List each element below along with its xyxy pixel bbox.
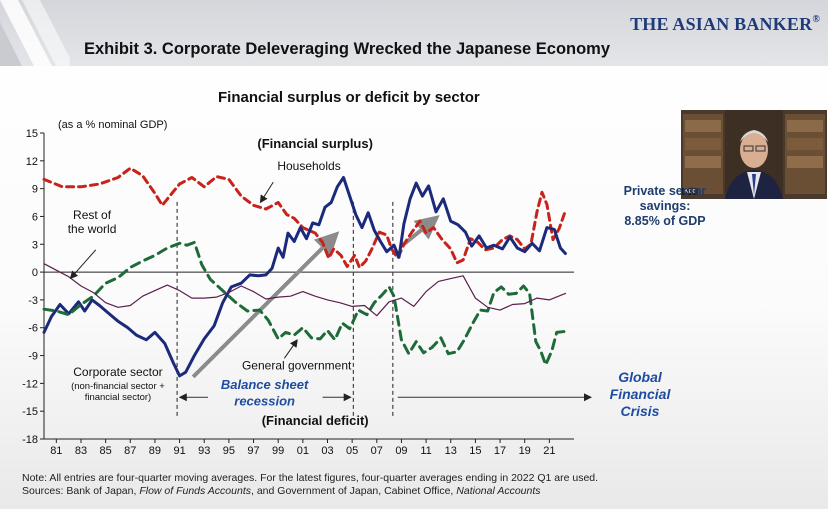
side-note-line: Private sector bbox=[623, 184, 707, 198]
footnote: Note: All entries are four-quarter movin… bbox=[22, 472, 598, 498]
x-tick-label: 87 bbox=[124, 445, 136, 457]
series-households bbox=[42, 166, 567, 269]
y-tick-label: 12 bbox=[26, 156, 38, 168]
x-tick-label: 09 bbox=[395, 445, 407, 457]
x-tick-label: 83 bbox=[75, 445, 87, 457]
x-tick-label: 91 bbox=[173, 445, 185, 457]
annotation-households: Households bbox=[277, 159, 340, 173]
annotation-households-arrow bbox=[259, 181, 274, 204]
gfc-label: Global Financial Crisis bbox=[590, 369, 690, 420]
y-tick-label: -9 bbox=[28, 351, 38, 363]
x-tick-label: 05 bbox=[346, 445, 358, 457]
header-band bbox=[0, 0, 828, 66]
gfc-label-line: Financial bbox=[609, 386, 671, 402]
y-tick-label: -18 bbox=[22, 434, 38, 446]
x-tick-label: 21 bbox=[543, 445, 555, 457]
speaker-name-tag: Koo bbox=[682, 188, 699, 195]
annotation-government: General government bbox=[242, 358, 352, 372]
x-tick-label: 93 bbox=[198, 445, 210, 457]
side-note-private-savings: Private sector savings: 8.85% of GDP bbox=[590, 184, 740, 229]
x-tick-label: 07 bbox=[371, 445, 383, 457]
corner-decoration bbox=[0, 0, 70, 66]
gfc-label-line: Global bbox=[618, 369, 662, 385]
series-government bbox=[42, 240, 567, 367]
annotation-recession: Balance sheet bbox=[221, 377, 309, 392]
y-tick-label: 6 bbox=[32, 211, 38, 223]
x-tick-label: 81 bbox=[50, 445, 62, 457]
side-note-line: savings: bbox=[639, 199, 691, 213]
x-tick-label: 89 bbox=[149, 445, 161, 457]
annotation-corporate-sub: (non-financial sector + bbox=[71, 381, 165, 392]
y-tick-label: 9 bbox=[32, 184, 38, 196]
y-tick-label: -6 bbox=[28, 323, 38, 335]
x-tick-label: 85 bbox=[100, 445, 112, 457]
brand-logo: THE ASIAN BANKER® bbox=[630, 14, 820, 34]
annotation-government-arrow bbox=[283, 339, 298, 359]
x-tick-label: 19 bbox=[519, 445, 531, 457]
x-tick-label: 95 bbox=[223, 445, 235, 457]
annotation-rest-of-world: Rest of bbox=[73, 208, 112, 222]
x-tick-label: 99 bbox=[272, 445, 284, 457]
trend-arrow-recession bbox=[191, 231, 340, 379]
annotation-corporate: Corporate sector bbox=[73, 365, 162, 379]
speaker-video-frame bbox=[681, 110, 827, 199]
series-rest-of-world bbox=[43, 263, 566, 317]
footnote-sources: Sources: Bank of Japan, Flow of Funds Ac… bbox=[22, 485, 541, 497]
y-tick-label: 3 bbox=[32, 239, 38, 251]
x-tick-label: 13 bbox=[445, 445, 457, 457]
x-tick-label: 15 bbox=[469, 445, 481, 457]
annotation-recession: recession bbox=[234, 394, 295, 409]
side-note-line: 8.85% of GDP bbox=[624, 214, 706, 228]
annotation-surplus: (Financial surplus) bbox=[257, 136, 373, 151]
y-tick-label: 0 bbox=[32, 267, 38, 279]
x-tick-label: 17 bbox=[494, 445, 506, 457]
footnote-note: Note: All entries are four-quarter movin… bbox=[22, 472, 599, 484]
annotation-corporate-sub: financial sector) bbox=[85, 392, 152, 403]
y-tick-label: 15 bbox=[26, 128, 38, 140]
x-tick-label: 01 bbox=[297, 445, 309, 457]
webcam-video bbox=[681, 110, 827, 199]
exhibit-title: Exhibit 3. Corporate Deleveraging Wrecke… bbox=[84, 40, 611, 58]
x-tick-label: 11 bbox=[420, 445, 431, 457]
series-corporate bbox=[42, 176, 567, 378]
x-tick-label: 97 bbox=[247, 445, 259, 457]
y-tick-label: -3 bbox=[28, 295, 38, 307]
y-axis-label: (as a % nominal GDP) bbox=[58, 119, 167, 131]
gfc-label-line: Crisis bbox=[620, 403, 660, 419]
y-tick-label: -12 bbox=[22, 378, 38, 390]
annotation-rest-of-world: the world bbox=[68, 222, 117, 236]
y-tick-label: -15 bbox=[22, 406, 38, 418]
annotation-rest-of-world-arrow bbox=[69, 249, 97, 280]
x-tick-label: 03 bbox=[321, 445, 333, 457]
annotation-deficit: (Financial deficit) bbox=[262, 413, 369, 428]
chart-title: Financial surplus or deficit by sector bbox=[218, 89, 480, 106]
